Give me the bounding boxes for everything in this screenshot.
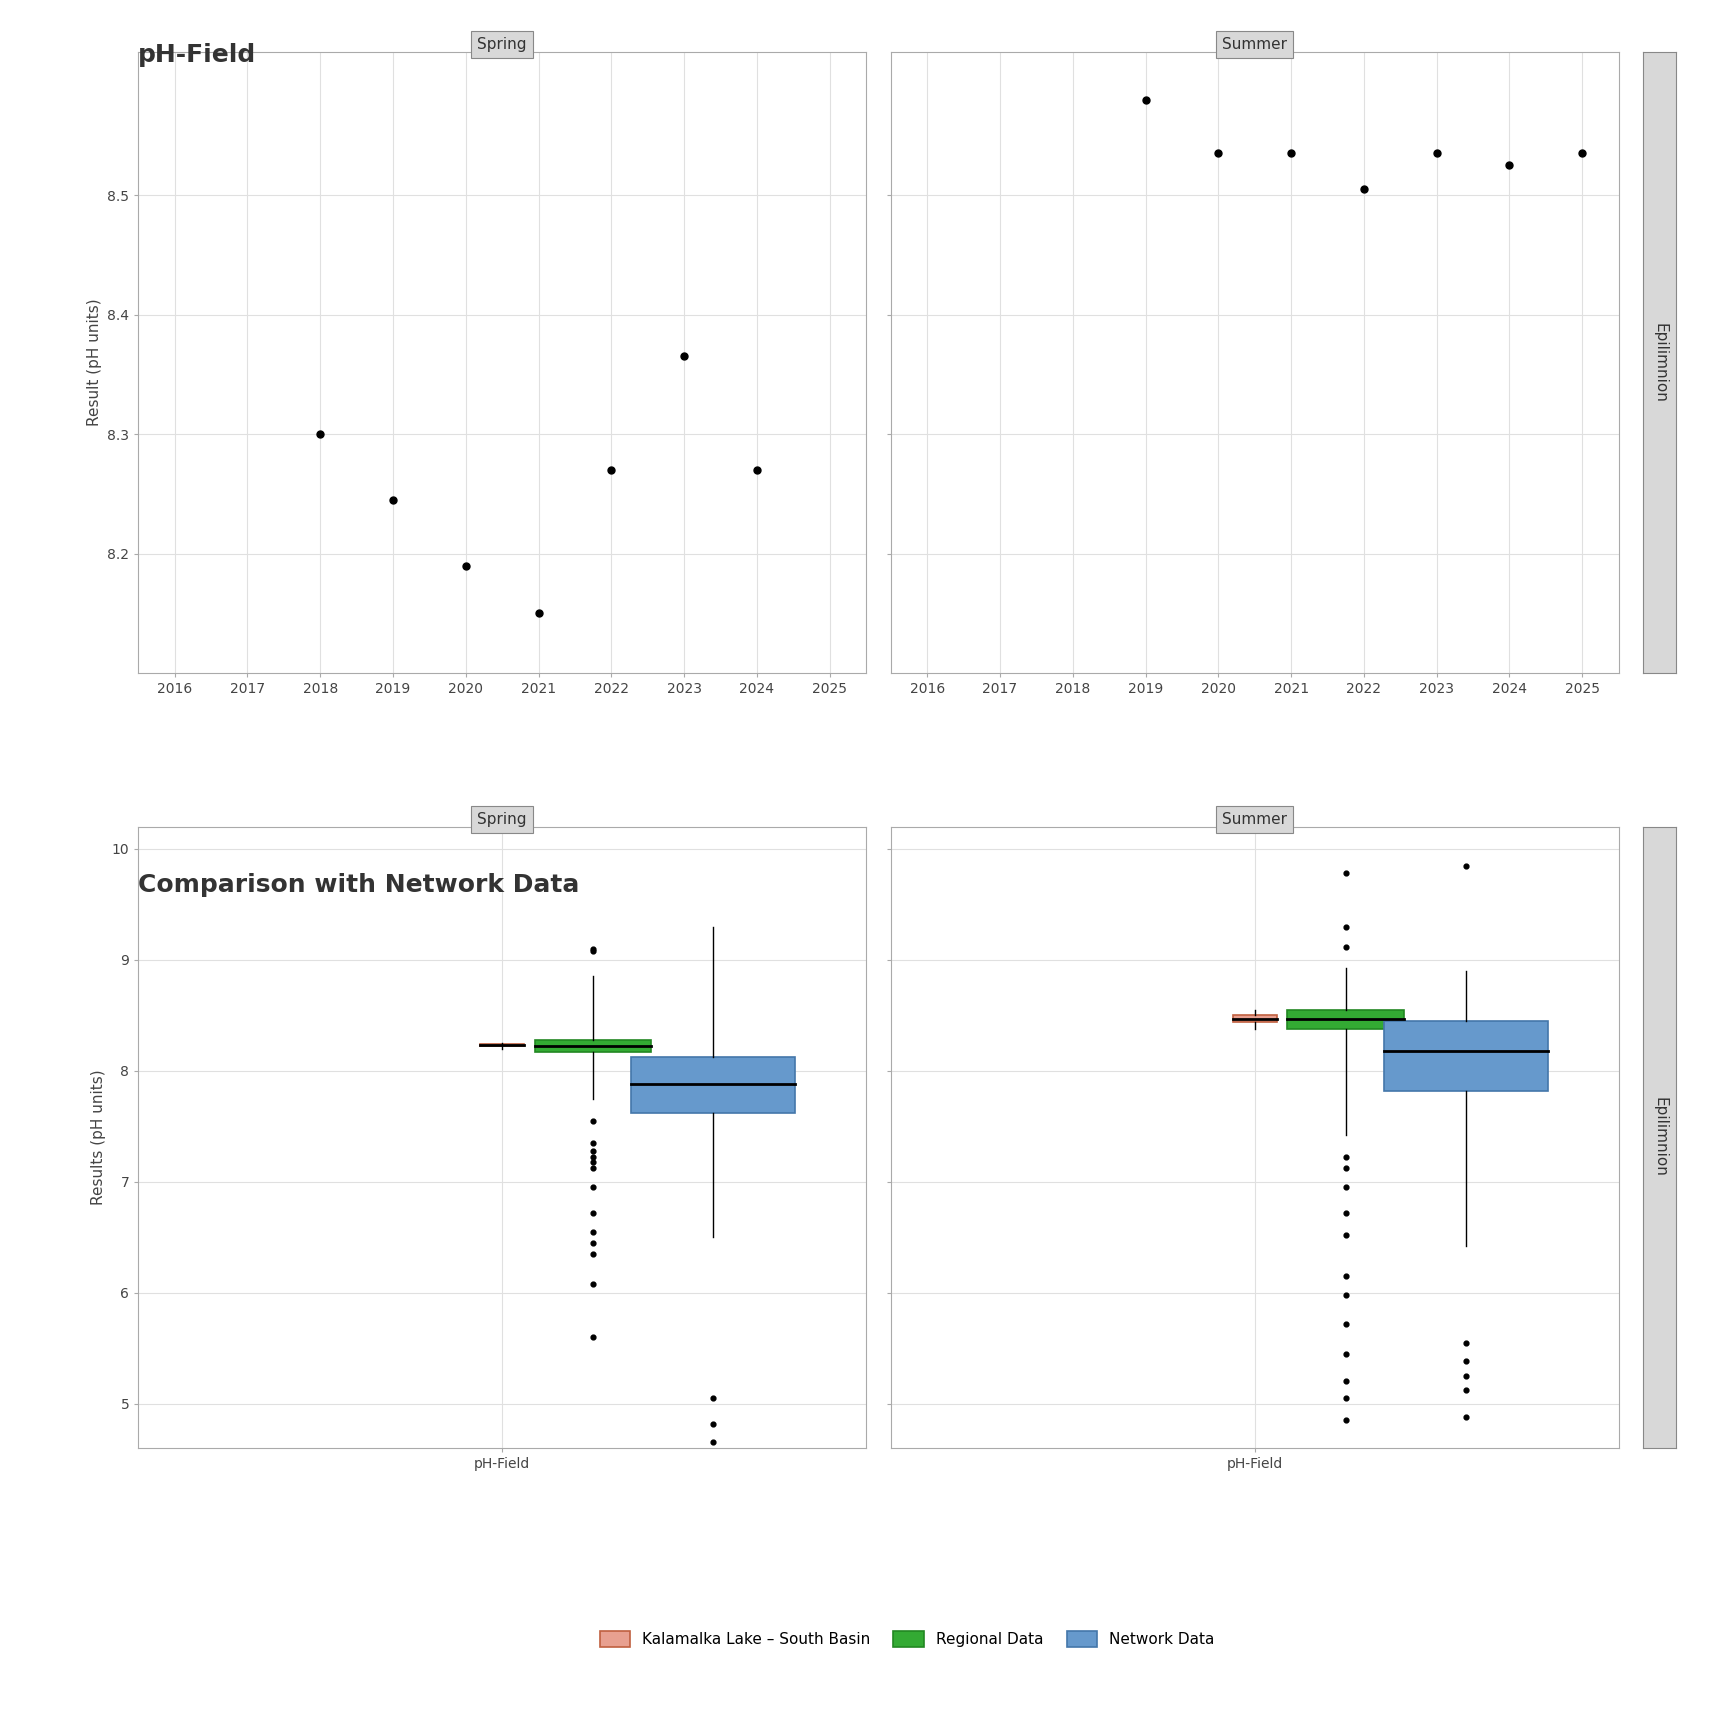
Point: [306, 420, 334, 448]
Point: [1452, 1403, 1479, 1431]
Legend: Kalamalka Lake – South Basin, Regional Data, Network Data: Kalamalka Lake – South Basin, Regional D…: [593, 1623, 1222, 1654]
Point: [743, 456, 771, 484]
Point: [1332, 933, 1360, 961]
Point: [1332, 1407, 1360, 1434]
FancyBboxPatch shape: [1232, 1016, 1277, 1021]
Point: [1452, 1377, 1479, 1405]
Point: [579, 1154, 607, 1182]
Point: [579, 1199, 607, 1227]
Point: [1332, 859, 1360, 886]
FancyBboxPatch shape: [1384, 1021, 1548, 1090]
Point: [579, 1144, 607, 1172]
FancyBboxPatch shape: [1287, 1009, 1403, 1028]
Point: [1452, 1362, 1479, 1389]
Y-axis label: Results (pH units): Results (pH units): [92, 1070, 105, 1204]
Point: [1332, 1339, 1360, 1367]
Point: [1332, 1384, 1360, 1412]
Point: [1132, 86, 1159, 114]
Point: [1332, 1280, 1360, 1308]
Point: [1332, 1173, 1360, 1201]
Point: [1332, 1199, 1360, 1227]
Point: [1204, 140, 1232, 168]
Point: [1332, 1261, 1360, 1289]
Title: Summer: Summer: [1222, 812, 1287, 826]
Title: Spring: Spring: [477, 36, 527, 52]
Point: [700, 1429, 727, 1457]
Point: [579, 1173, 607, 1201]
Y-axis label: Result (pH units): Result (pH units): [86, 299, 102, 427]
Point: [579, 937, 607, 964]
Point: [579, 1324, 607, 1351]
Point: [1569, 140, 1597, 168]
Title: Spring: Spring: [477, 812, 527, 826]
Point: [1332, 1144, 1360, 1172]
Point: [579, 1270, 607, 1298]
FancyBboxPatch shape: [536, 1040, 651, 1052]
Point: [598, 456, 626, 484]
Point: [1277, 140, 1305, 168]
Point: [670, 342, 698, 370]
Point: [1452, 852, 1479, 880]
Point: [1332, 1222, 1360, 1249]
Point: [1350, 176, 1377, 204]
FancyBboxPatch shape: [631, 1058, 795, 1113]
Text: Comparison with Network Data: Comparison with Network Data: [138, 873, 579, 897]
Point: [700, 1410, 727, 1438]
Text: Epilimnion: Epilimnion: [1652, 323, 1668, 403]
Point: [579, 1128, 607, 1156]
Point: [1452, 1329, 1479, 1356]
Point: [579, 1137, 607, 1165]
Point: [525, 600, 553, 627]
Point: [1452, 1348, 1479, 1375]
Title: Summer: Summer: [1222, 36, 1287, 52]
Point: [378, 486, 406, 513]
Point: [579, 1108, 607, 1135]
FancyBboxPatch shape: [480, 1044, 524, 1047]
Point: [1332, 1310, 1360, 1337]
Point: [1332, 1367, 1360, 1394]
Point: [453, 551, 480, 579]
Point: [1332, 1154, 1360, 1182]
Text: pH-Field: pH-Field: [138, 43, 256, 67]
Point: [579, 1229, 607, 1256]
Point: [579, 1218, 607, 1246]
Point: [1496, 152, 1524, 180]
Text: Epilimnion: Epilimnion: [1652, 1097, 1668, 1177]
Point: [1332, 912, 1360, 940]
Point: [1422, 140, 1450, 168]
Point: [579, 1147, 607, 1175]
Point: [700, 1384, 727, 1412]
Point: [579, 935, 607, 962]
Point: [579, 1241, 607, 1268]
